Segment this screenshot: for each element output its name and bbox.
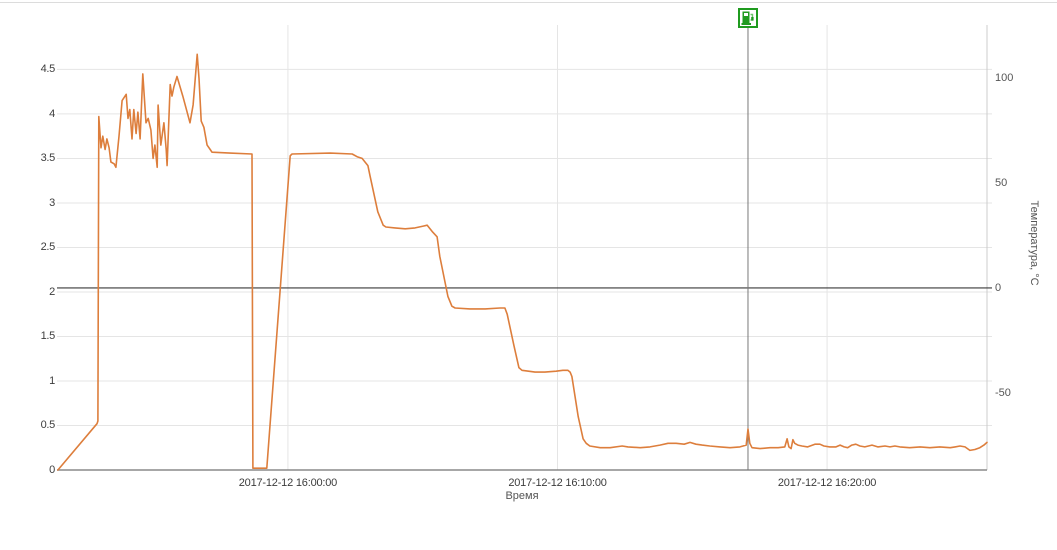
y-left-tick-label: 3.5 xyxy=(40,152,56,165)
x-tick-label: 2017-12-12 16:10:00 xyxy=(508,477,607,489)
x-tick-label: 2017-12-12 16:20:00 xyxy=(777,477,877,489)
y-right-tick-label: 100 xyxy=(995,71,1014,84)
fueling-event-marker[interactable] xyxy=(737,8,758,28)
y-left-tick-label: 4.5 xyxy=(40,63,56,76)
y-right-tick-label: 50 xyxy=(995,176,1008,189)
y-left-tick-label: 2.5 xyxy=(40,241,56,254)
fuel-level-line[interactable] xyxy=(57,53,988,471)
y-left-tick-label: 3 xyxy=(49,196,55,209)
y-left-tick-label: 0 xyxy=(49,464,55,476)
y-left-tick-label: 2 xyxy=(49,285,55,298)
x-axis-title: Время xyxy=(505,490,539,502)
window-top-border xyxy=(0,2,1057,3)
y-right-tick-label: 0 xyxy=(995,281,1002,294)
x-tick-label: 2017-12-12 16:00:00 xyxy=(238,477,338,489)
fuel-pump-icon xyxy=(737,8,758,28)
y-left-tick-label: 4 xyxy=(49,107,55,120)
y-axis-right-title: Температура, °C xyxy=(1028,200,1040,286)
y-left-tick-label: 1 xyxy=(49,374,55,387)
y-left-tick-label: 1.5 xyxy=(40,330,56,343)
y-left-tick-label: 0.5 xyxy=(40,419,56,432)
y-right-tick-label: -50 xyxy=(995,386,1011,399)
